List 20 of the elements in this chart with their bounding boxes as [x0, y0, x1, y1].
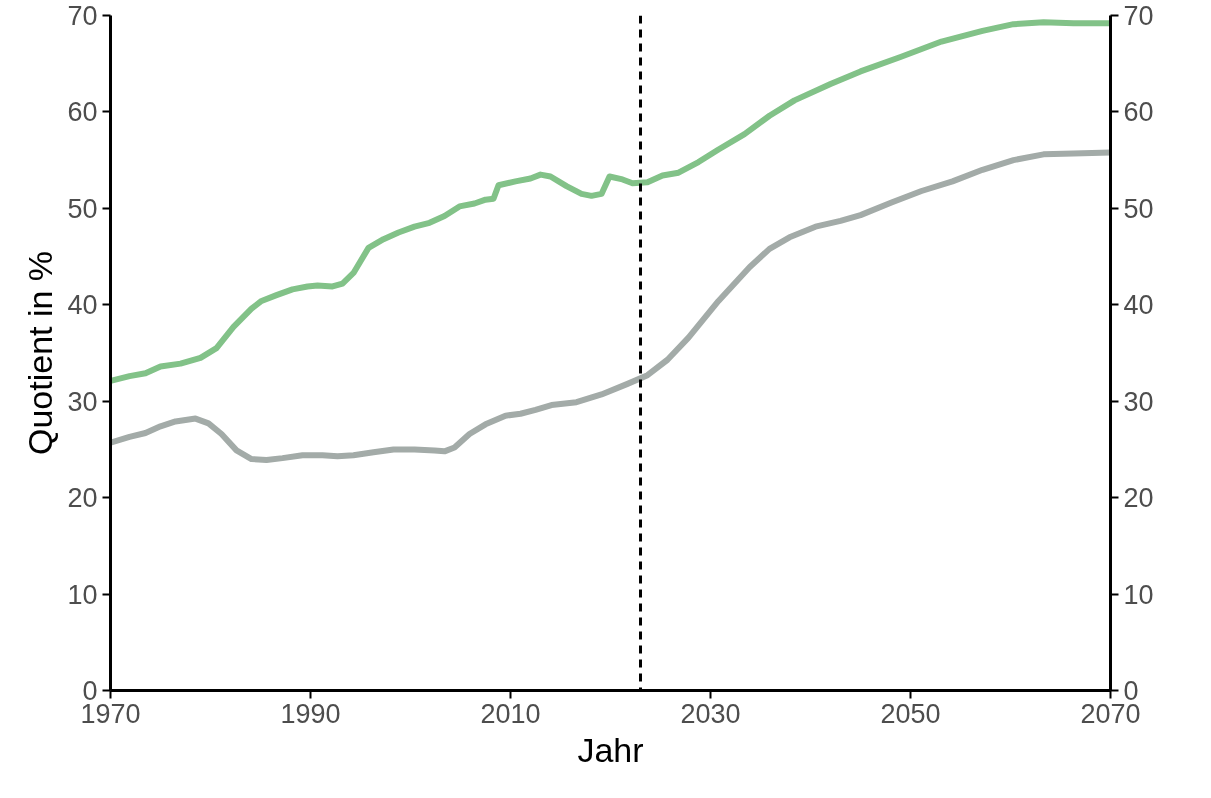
- y2-tick-label: 20: [1123, 483, 1154, 514]
- y-tick-label: 20: [67, 483, 98, 514]
- y2-tick-label: 30: [1123, 386, 1154, 417]
- y-tick-label: 70: [67, 1, 98, 31]
- y-tick-label: 50: [67, 193, 98, 224]
- y2-tick-label: 50: [1123, 193, 1154, 224]
- y-axis-title: Quotient in %: [21, 250, 60, 456]
- y-tick-label: 30: [67, 386, 98, 417]
- y2-tick-label: 40: [1123, 290, 1154, 321]
- y-tick-label: 10: [67, 579, 98, 610]
- x-tick-label: 1990: [280, 698, 341, 729]
- x-tick-label: 2010: [480, 698, 541, 729]
- x-tick-label: 2030: [680, 698, 741, 729]
- y2-tick-label: 10: [1123, 579, 1154, 610]
- x-tick-label: 2050: [880, 698, 941, 729]
- x-axis-title: Jahr: [577, 730, 644, 769]
- y2-tick-label: 70: [1123, 1, 1154, 31]
- y-tick-label: 60: [67, 97, 98, 128]
- y2-tick-label: 60: [1123, 97, 1154, 128]
- y-tick-label: 40: [67, 290, 98, 321]
